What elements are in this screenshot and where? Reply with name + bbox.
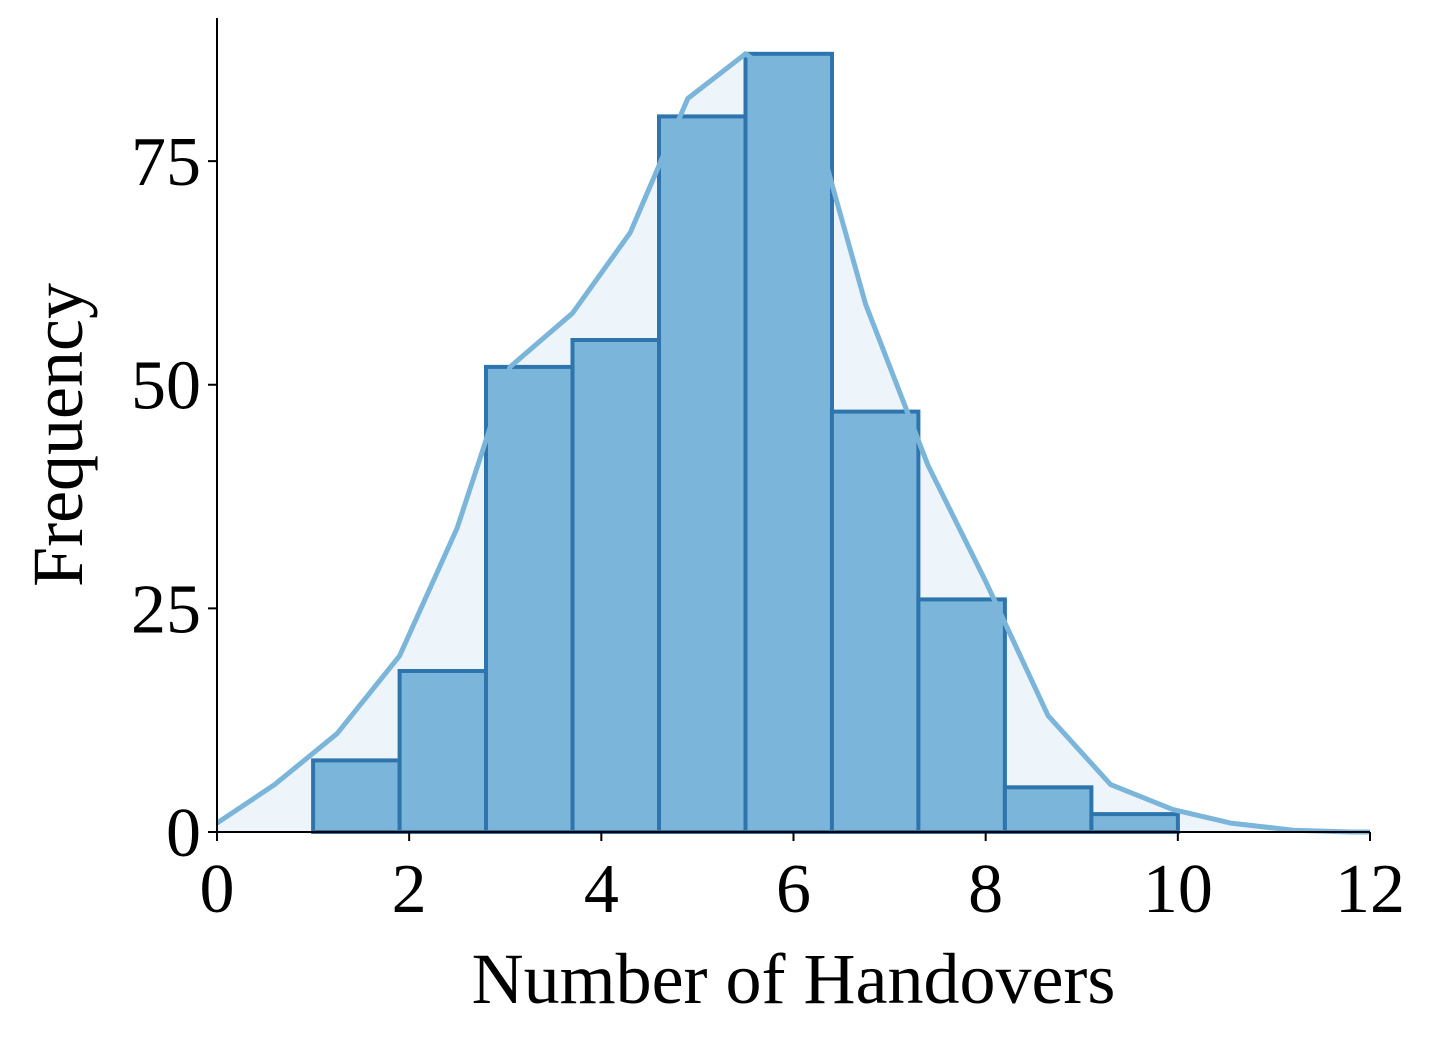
histogram-bar-4 — [570, 338, 661, 834]
histogram-bar-7 — [829, 409, 921, 834]
histogram-bar-3 — [484, 364, 575, 834]
y-tick-label: 75 — [131, 124, 201, 201]
histogram-bar-2 — [397, 669, 489, 834]
histogram-bar-5 — [657, 114, 748, 834]
y-tick-label: 50 — [131, 348, 201, 425]
x-tick-label: 8 — [968, 851, 1003, 928]
density-line-layer — [215, 51, 1370, 835]
y-tick-label: 0 — [166, 795, 201, 872]
histogram-bar-8 — [916, 597, 1007, 835]
y-axis-title: Frequency — [18, 283, 98, 587]
x-tick-label: 0 — [200, 851, 235, 928]
x-tick-label: 2 — [392, 851, 427, 928]
histogram-bar-1 — [311, 758, 402, 835]
histogram-bar-9 — [1002, 785, 1094, 834]
y-axis-ticks: 0 25 50 75 — [131, 124, 217, 872]
density-line — [215, 51, 1370, 835]
histogram-bar-6 — [743, 51, 834, 835]
histogram-bars — [311, 51, 1180, 835]
x-axis-title: Number of Handovers — [472, 939, 1116, 1019]
x-tick-label: 12 — [1335, 851, 1405, 928]
histogram-bar-10 — [1089, 812, 1180, 834]
y-tick-label: 25 — [131, 571, 201, 648]
x-tick-label: 10 — [1143, 851, 1213, 928]
x-tick-label: 4 — [584, 851, 619, 928]
x-tick-label: 6 — [776, 851, 811, 928]
x-axis-ticks: 0 2 4 6 8 10 12 — [200, 832, 1405, 928]
